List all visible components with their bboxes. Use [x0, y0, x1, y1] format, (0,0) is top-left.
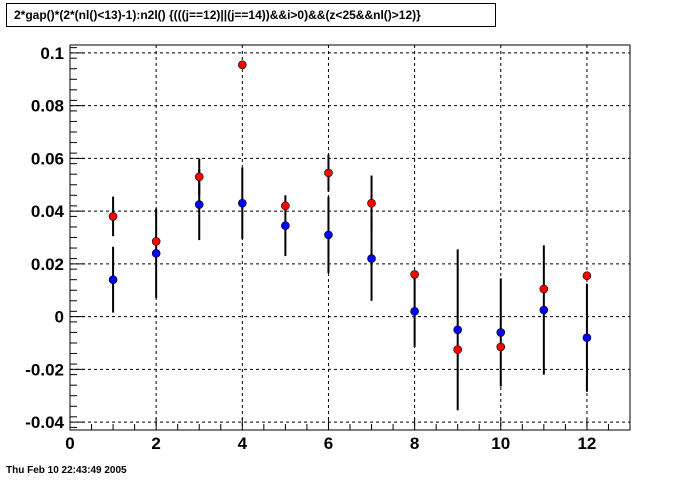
- axis-ticks: [69, 47, 631, 430]
- data-point: [324, 230, 333, 240]
- x-tick-label: 6: [324, 434, 333, 453]
- y-tick-label: 0: [55, 308, 64, 327]
- y-tick-label: 0.02: [31, 255, 64, 274]
- data-point: [108, 275, 118, 284]
- data-point: [194, 172, 204, 182]
- data-point: [453, 345, 462, 354]
- data-point: [453, 325, 462, 335]
- data-marks: [108, 60, 592, 411]
- x-tick-label: 12: [577, 434, 596, 453]
- y-tick-label: 0.06: [31, 149, 64, 168]
- data-point: [281, 221, 290, 230]
- data-point: [238, 60, 247, 70]
- data-point: [367, 254, 376, 263]
- data-point: [324, 168, 333, 178]
- data-point: [151, 237, 161, 246]
- data-point: [281, 201, 290, 211]
- timestamp: Thu Feb 10 22:43:49 2005: [6, 465, 127, 476]
- data-point: [582, 271, 592, 281]
- data-point: [194, 200, 204, 209]
- y-tick-label: 0.08: [31, 97, 64, 116]
- data-point: [582, 333, 592, 343]
- data-point: [496, 342, 506, 352]
- data-point: [151, 249, 161, 258]
- plot-frame: [69, 44, 631, 431]
- y-tick-label: 0.1: [40, 44, 64, 63]
- x-tick-label: 4: [238, 434, 248, 453]
- data-point: [367, 198, 376, 208]
- y-tick-label: -0.02: [25, 360, 64, 379]
- x-tick-label: 10: [491, 434, 510, 453]
- data-point: [410, 270, 419, 279]
- y-tick-labels: -0.04 -0.02 0 0.02 0.04 0.06 0.08 0.1: [25, 44, 64, 432]
- x-tick-label: 2: [151, 434, 160, 453]
- x-tick-label: 0: [65, 434, 74, 453]
- data-point: [238, 198, 247, 208]
- data-point: [539, 305, 549, 315]
- chart-title: 2*gap()*(2*(nl()<13)-1):n2l() {(((j==12)…: [6, 3, 496, 27]
- data-point: [108, 212, 118, 221]
- x-tick-labels: 0 2 4 6 8 10 12: [65, 434, 596, 453]
- data-point: [410, 307, 419, 316]
- grid-lines: [70, 45, 630, 430]
- y-tick-label: 0.04: [31, 202, 65, 221]
- x-tick-label: 8: [410, 434, 419, 453]
- data-point: [539, 284, 549, 294]
- data-point: [496, 328, 506, 337]
- y-tick-label: -0.04: [25, 413, 64, 432]
